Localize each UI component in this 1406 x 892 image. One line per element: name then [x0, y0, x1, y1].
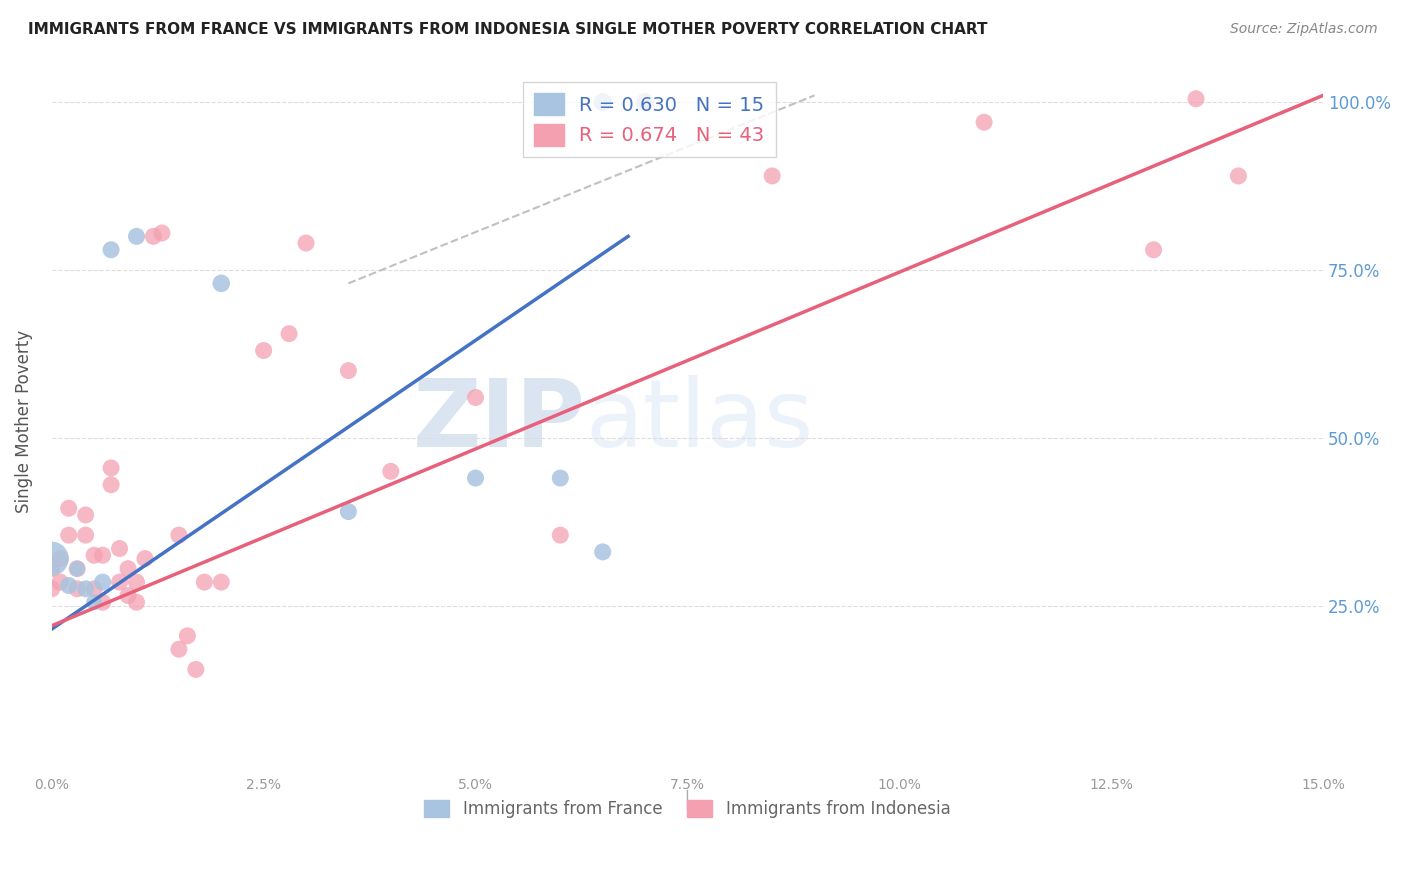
Point — [49, 575, 72, 590]
Point — [83, 582, 105, 596]
Point — [41, 582, 63, 596]
Point — [125, 595, 148, 609]
Point — [100, 461, 122, 475]
Point — [134, 551, 156, 566]
Point — [41, 551, 63, 566]
Point — [167, 528, 190, 542]
Point — [49, 551, 72, 566]
Point — [1142, 243, 1164, 257]
Point — [125, 229, 148, 244]
Point — [592, 95, 614, 109]
Point — [550, 528, 572, 542]
Point — [66, 582, 89, 596]
Point — [91, 575, 114, 590]
Legend: Immigrants from France, Immigrants from Indonesia: Immigrants from France, Immigrants from … — [418, 794, 957, 825]
Point — [58, 528, 80, 542]
Point — [75, 508, 97, 522]
Point — [209, 575, 232, 590]
Point — [108, 575, 131, 590]
Point — [209, 277, 232, 291]
Point — [58, 501, 80, 516]
Point — [176, 629, 198, 643]
Point — [184, 662, 207, 676]
Point — [58, 578, 80, 592]
Point — [150, 226, 173, 240]
Point — [66, 562, 89, 576]
Point — [193, 575, 215, 590]
Point — [117, 562, 139, 576]
Point — [83, 595, 105, 609]
Y-axis label: Single Mother Poverty: Single Mother Poverty — [15, 329, 32, 513]
Point — [592, 545, 614, 559]
Point — [380, 464, 402, 478]
Point — [761, 169, 783, 183]
Text: IMMIGRANTS FROM FRANCE VS IMMIGRANTS FROM INDONESIA SINGLE MOTHER POVERTY CORREL: IMMIGRANTS FROM FRANCE VS IMMIGRANTS FRO… — [28, 22, 987, 37]
Point — [83, 548, 105, 562]
Point — [91, 548, 114, 562]
Point — [108, 541, 131, 556]
Point — [253, 343, 276, 358]
Point — [142, 229, 165, 244]
Point — [1185, 92, 1208, 106]
Point — [464, 391, 486, 405]
Point — [295, 235, 318, 250]
Point — [75, 528, 97, 542]
Point — [973, 115, 995, 129]
Point — [634, 95, 657, 109]
Text: Source: ZipAtlas.com: Source: ZipAtlas.com — [1230, 22, 1378, 37]
Point — [100, 243, 122, 257]
Point — [117, 589, 139, 603]
Point — [41, 562, 63, 576]
Text: atlas: atlas — [586, 375, 814, 467]
Point — [167, 642, 190, 657]
Point — [337, 363, 360, 377]
Point — [125, 575, 148, 590]
Point — [91, 595, 114, 609]
Point — [100, 477, 122, 491]
Point — [278, 326, 301, 341]
Point — [337, 505, 360, 519]
Point — [1227, 169, 1250, 183]
Point — [66, 562, 89, 576]
Point — [550, 471, 572, 485]
Text: ZIP: ZIP — [413, 375, 586, 467]
Point — [75, 582, 97, 596]
Point — [464, 471, 486, 485]
